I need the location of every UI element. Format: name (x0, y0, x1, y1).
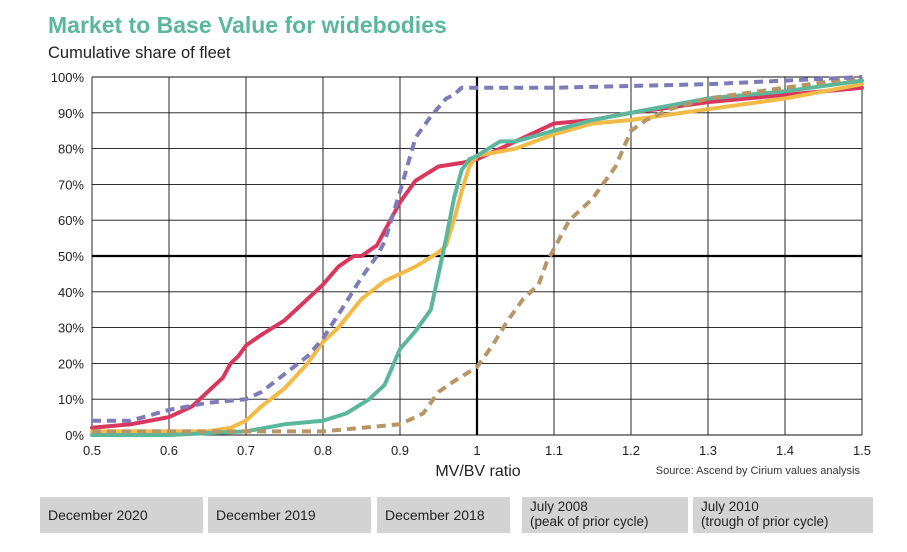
legend-label-july-2008: July 2008 (530, 499, 588, 514)
legend-item-december-2020: December 2020 (40, 497, 203, 533)
legend-sublabel-july-2010: (trough of prior cycle) (701, 514, 829, 529)
tick-labels: 0.5 0.6 0.7 0.8 0.9 1 1.1 1.2 1.3 1.4 1.5 0% 10% 20% 3… (51, 70, 871, 458)
y-tick-label: 20% (58, 356, 84, 371)
legend-label-december-2018: December 2018 (385, 507, 485, 523)
line-chart: 0.5 0.6 0.7 0.8 0.9 1 1.1 1.2 1.3 1.4 1.5 0% 10% 20% 3… (51, 70, 871, 480)
y-tick-label: 0% (65, 428, 84, 443)
series-line-july-2010 (92, 75, 863, 423)
y-tick-label: 30% (58, 321, 84, 336)
y-tick-label: 60% (58, 213, 84, 228)
chart-subtitle: Cumulative share of fleet (48, 44, 231, 62)
series-lines (90, 75, 864, 437)
x-tick-label: 1.2 (622, 443, 640, 458)
series-line-july-2008 (92, 75, 863, 434)
series-line-december-2020 (90, 85, 864, 430)
x-tick-label: 0.5 (83, 443, 101, 458)
x-tick-label: 1.3 (699, 443, 717, 458)
y-tick-label: 90% (58, 106, 84, 121)
x-tick-label: 0.9 (391, 443, 409, 458)
legend-label-december-2020: December 2020 (48, 507, 148, 523)
y-tick-label: 50% (58, 249, 84, 264)
y-tick-label: 80% (58, 142, 84, 157)
legend-item-july-2010: July 2010 (trough of prior cycle) (693, 497, 873, 533)
chart-title: Market to Base Value for widebodies (48, 12, 447, 38)
reference-lines (92, 77, 862, 435)
x-tick-label: 1.4 (776, 443, 794, 458)
x-tick-label: 1.5 (853, 443, 871, 458)
x-tick-label: 1.1 (545, 443, 563, 458)
y-tick-label: 70% (58, 177, 84, 192)
legend-label-december-2019: December 2019 (216, 507, 316, 523)
y-tick-label: 10% (58, 392, 84, 407)
legend-item-december-2018: December 2018 (377, 497, 510, 533)
legend-item-july-2008: July 2008 (peak of prior cycle) (522, 497, 688, 533)
series-line-december-2018 (90, 78, 864, 437)
legend-label-july-2010: July 2010 (701, 499, 759, 514)
x-tick-label: 0.6 (160, 443, 178, 458)
legend-item-december-2019: December 2019 (208, 497, 371, 533)
x-tick-label: 0.7 (237, 443, 255, 458)
y-tick-label: 40% (58, 285, 84, 300)
legend-sublabel-july-2008: (peak of prior cycle) (530, 514, 649, 529)
x-axis-label: MV/BV ratio (435, 463, 520, 480)
y-tick-label: 100% (51, 70, 85, 85)
x-tick-label: 0.8 (314, 443, 332, 458)
source-note: Source: Ascend by Cirium values analysis (655, 465, 860, 477)
x-tick-label: 1 (473, 443, 480, 458)
series-line-december-2019 (90, 82, 864, 434)
